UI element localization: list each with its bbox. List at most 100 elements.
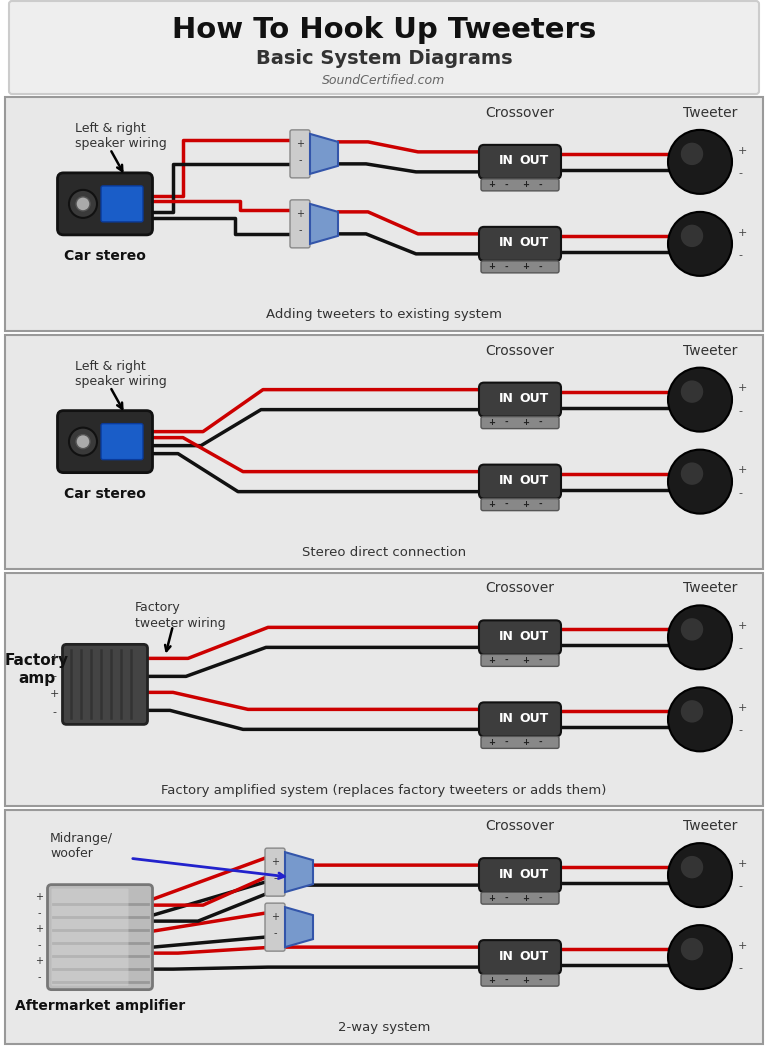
Text: IN: IN <box>498 155 514 167</box>
Text: +: + <box>522 737 529 747</box>
Text: Adding tweeters to existing system: Adding tweeters to existing system <box>266 309 502 321</box>
Text: -: - <box>52 707 57 718</box>
Text: +: + <box>50 689 59 700</box>
FancyBboxPatch shape <box>5 335 763 568</box>
Text: -: - <box>538 500 541 509</box>
Polygon shape <box>285 907 313 947</box>
Circle shape <box>668 130 732 194</box>
Text: -: - <box>738 168 742 178</box>
Text: IN: IN <box>498 712 514 725</box>
Text: +: + <box>50 654 59 663</box>
FancyBboxPatch shape <box>481 416 559 429</box>
FancyBboxPatch shape <box>5 811 763 1044</box>
Text: -: - <box>738 250 742 260</box>
FancyBboxPatch shape <box>479 620 561 655</box>
Circle shape <box>668 450 732 514</box>
Text: OUT: OUT <box>519 712 548 725</box>
Circle shape <box>680 462 703 485</box>
Text: Left & right
speaker wiring: Left & right speaker wiring <box>75 122 167 150</box>
FancyBboxPatch shape <box>9 1 759 94</box>
Text: OUT: OUT <box>519 155 548 167</box>
Circle shape <box>680 856 703 879</box>
FancyBboxPatch shape <box>5 97 763 331</box>
FancyBboxPatch shape <box>48 885 153 990</box>
Text: IN: IN <box>498 392 514 405</box>
FancyBboxPatch shape <box>481 260 559 273</box>
Text: +: + <box>296 209 304 219</box>
Text: -: - <box>538 976 541 984</box>
FancyBboxPatch shape <box>479 702 561 736</box>
Text: +: + <box>522 893 529 903</box>
Polygon shape <box>310 204 338 244</box>
FancyBboxPatch shape <box>62 644 147 725</box>
Polygon shape <box>310 134 338 174</box>
Text: SoundCertified.com: SoundCertified.com <box>323 73 445 87</box>
Text: IN: IN <box>498 630 514 643</box>
Text: OUT: OUT <box>519 867 548 881</box>
Text: Midrange/
woofer: Midrange/ woofer <box>50 833 113 860</box>
Text: +: + <box>296 139 304 149</box>
Text: Tweeter: Tweeter <box>683 106 737 120</box>
Text: -: - <box>504 737 508 747</box>
Text: +: + <box>738 859 747 869</box>
FancyBboxPatch shape <box>58 173 153 235</box>
Text: How To Hook Up Tweeters: How To Hook Up Tweeters <box>172 16 596 44</box>
Text: +: + <box>522 263 529 271</box>
FancyBboxPatch shape <box>479 858 561 892</box>
Circle shape <box>668 606 732 669</box>
Text: Car stereo: Car stereo <box>64 249 146 263</box>
FancyBboxPatch shape <box>479 940 561 974</box>
Circle shape <box>680 142 703 165</box>
Text: -: - <box>504 180 508 189</box>
Text: 2-way system: 2-way system <box>338 1022 430 1034</box>
Circle shape <box>668 367 732 432</box>
Circle shape <box>668 843 732 907</box>
FancyBboxPatch shape <box>481 179 559 190</box>
Text: +: + <box>488 263 495 271</box>
FancyBboxPatch shape <box>265 903 285 951</box>
Text: +: + <box>522 418 529 427</box>
FancyBboxPatch shape <box>290 200 310 248</box>
Text: -: - <box>738 882 742 891</box>
Text: IN: IN <box>498 474 514 487</box>
Text: OUT: OUT <box>519 392 548 405</box>
FancyBboxPatch shape <box>5 572 763 806</box>
Text: OUT: OUT <box>519 950 548 962</box>
Text: Crossover: Crossover <box>485 344 554 358</box>
Text: -: - <box>38 972 41 982</box>
FancyBboxPatch shape <box>265 848 285 896</box>
Text: -: - <box>738 487 742 498</box>
Text: -: - <box>504 500 508 509</box>
Text: -: - <box>738 406 742 416</box>
Text: -: - <box>273 928 276 938</box>
FancyBboxPatch shape <box>479 145 561 179</box>
Text: +: + <box>738 384 747 393</box>
Text: -: - <box>504 263 508 271</box>
Text: Tweeter: Tweeter <box>683 344 737 358</box>
FancyBboxPatch shape <box>481 974 559 986</box>
Text: Left & right
speaker wiring: Left & right speaker wiring <box>75 360 167 388</box>
Text: OUT: OUT <box>519 236 548 249</box>
FancyBboxPatch shape <box>101 186 143 222</box>
Circle shape <box>668 925 732 990</box>
Text: -: - <box>738 643 742 654</box>
Text: +: + <box>488 737 495 747</box>
Text: -: - <box>538 893 541 903</box>
Text: +: + <box>488 180 495 189</box>
Text: OUT: OUT <box>519 630 548 643</box>
Text: +: + <box>488 500 495 509</box>
Text: +: + <box>522 180 529 189</box>
Text: +: + <box>522 500 529 509</box>
Text: -: - <box>38 908 41 918</box>
Circle shape <box>668 687 732 751</box>
Text: +: + <box>35 892 44 902</box>
Text: -: - <box>538 737 541 747</box>
Text: -: - <box>38 940 41 950</box>
Text: +: + <box>271 912 279 923</box>
Text: Factory
tweeter wiring: Factory tweeter wiring <box>135 601 226 630</box>
Text: -: - <box>504 976 508 984</box>
Text: +: + <box>522 656 529 665</box>
Polygon shape <box>285 852 313 892</box>
Text: +: + <box>488 656 495 665</box>
Text: +: + <box>738 941 747 951</box>
